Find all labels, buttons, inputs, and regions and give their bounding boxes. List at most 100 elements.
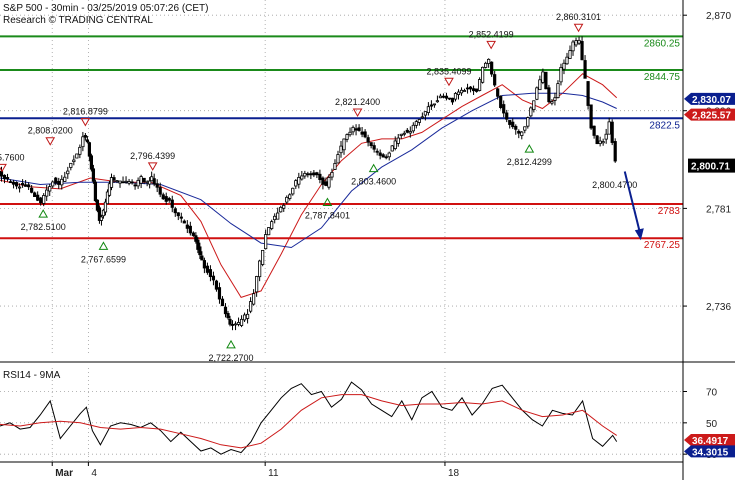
candle-body (107, 183, 112, 196)
candle-body (279, 206, 283, 213)
candle-body (252, 293, 256, 305)
candle-body (468, 86, 473, 90)
candle-body (568, 50, 572, 59)
ma-value-badge: 2,830.07 (692, 95, 731, 106)
time-tick-label: Mar (55, 468, 73, 479)
candle-body (339, 145, 343, 154)
candle-body (97, 207, 102, 221)
swing-low-label: 2,787.8401 (305, 211, 350, 221)
candle-body (420, 116, 424, 119)
rsi-grid (0, 368, 683, 462)
candle-body (170, 199, 174, 208)
candle-body (45, 189, 49, 197)
candle-body (173, 208, 177, 214)
candle-body (267, 227, 271, 236)
candle-body (167, 198, 171, 201)
candle-body (423, 111, 427, 116)
candle-body (607, 121, 611, 135)
candle-body (69, 162, 73, 168)
candle-body (205, 265, 210, 273)
candle-body (550, 101, 554, 104)
candle-body (139, 176, 143, 184)
level-label: 2860.25 (644, 38, 681, 49)
swing-low-label: 2,722.2700 (208, 353, 253, 363)
candle-body (441, 95, 446, 98)
candle-body (604, 133, 608, 140)
rsi-value-badge: 36.4917 (692, 436, 729, 447)
swing-high-marker (486, 40, 497, 50)
candle-body (133, 184, 137, 187)
candle-body (115, 180, 119, 183)
candle-body (535, 87, 539, 100)
price-tick-label: 2,781 (706, 204, 731, 215)
candle-body (390, 145, 394, 152)
candle-body (598, 140, 602, 145)
swing-high-label: 2,808.0200 (28, 126, 73, 136)
candle-body (291, 187, 295, 195)
swing-low-marker (368, 163, 379, 173)
candle-body (511, 121, 515, 128)
candle-body (577, 39, 581, 44)
swing-low-label: 2,803.4600 (351, 177, 396, 187)
candle-body (547, 87, 551, 103)
candle-body (471, 88, 476, 92)
swing-high-label: 2,796.4399 (130, 151, 175, 161)
candle-body (294, 180, 298, 187)
candle-body (369, 142, 373, 146)
candle-body (198, 246, 202, 256)
candle-body (105, 191, 110, 205)
candle-body (226, 313, 230, 319)
candle-body (57, 180, 61, 185)
swing-low-marker (98, 241, 109, 250)
candle-body (103, 201, 108, 213)
candle-body (499, 95, 503, 108)
swing-high-marker (352, 108, 363, 118)
candle-body (462, 90, 467, 92)
candle-body (502, 104, 506, 114)
candle-body (33, 192, 37, 198)
forecast-arrow-head (634, 228, 644, 241)
candle-body (541, 71, 545, 83)
candle-body (601, 141, 605, 144)
candle-body (589, 104, 593, 129)
candle-body (417, 119, 421, 123)
candle-body (288, 194, 292, 199)
candle-body (202, 260, 206, 269)
candle-body (595, 135, 599, 145)
candle-body (261, 249, 265, 265)
candle-body (223, 306, 228, 315)
candle-body (387, 152, 391, 158)
candle-body (348, 131, 352, 136)
candle-body (200, 255, 204, 261)
candle-body (303, 172, 307, 177)
candle-body (196, 239, 200, 250)
swing-low-marker (322, 197, 333, 207)
candle-body (5, 177, 10, 180)
rsi-ma-line (0, 394, 617, 449)
price-annotation-label: 2,800.4700 (592, 180, 637, 190)
candle-body (230, 324, 235, 326)
candle-body (450, 97, 455, 103)
swing-low-label: 2,812.4299 (507, 157, 552, 167)
candle-body (39, 197, 43, 204)
candle-body (523, 126, 527, 131)
swing-high-label: 2,860.3101 (556, 12, 601, 22)
candle-body (155, 183, 159, 188)
candle-body (484, 62, 488, 68)
swing-low-label: 2,782.5100 (21, 222, 66, 232)
main-grid (0, 0, 683, 356)
candle-body (233, 323, 238, 326)
candle-body (408, 131, 412, 134)
swing-high-marker (45, 137, 56, 146)
swing-high-label: 2,816.8799 (63, 107, 108, 117)
candle-body (93, 181, 98, 202)
time-tick-label: 4 (91, 468, 97, 479)
candle-body (245, 313, 250, 319)
rsi-title: RSI14 - 9MA (3, 370, 61, 381)
candle-body (142, 177, 146, 183)
candle-body (610, 121, 614, 143)
candle-body (435, 100, 440, 103)
candle-body (378, 152, 382, 156)
